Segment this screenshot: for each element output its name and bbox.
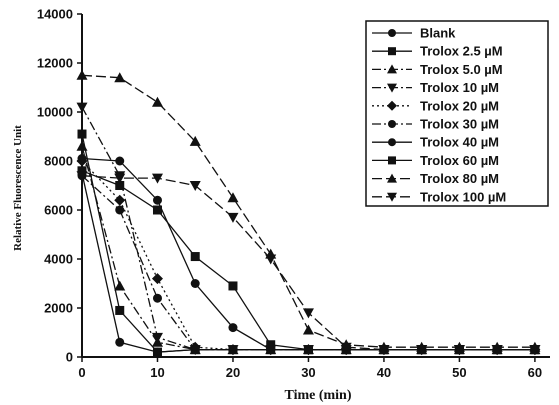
data-point xyxy=(78,130,87,139)
data-point xyxy=(266,340,275,349)
y-tick-label: 2000 xyxy=(44,301,73,316)
data-point xyxy=(227,192,238,202)
x-tick-label: 60 xyxy=(528,365,542,380)
data-point xyxy=(153,196,162,205)
legend-label: Trolox 60 µM xyxy=(420,153,499,168)
data-point xyxy=(303,325,314,335)
data-point xyxy=(152,333,163,343)
data-point xyxy=(77,70,88,80)
data-point xyxy=(304,345,313,354)
data-point xyxy=(115,338,124,347)
legend-label: Trolox 100 µM xyxy=(420,189,506,204)
legend: Blank Trolox 2.5 µM Trolox 5.0 µM Trolox 10… xyxy=(366,21,548,206)
legend-marker xyxy=(388,156,396,164)
data-point xyxy=(114,280,125,290)
data-point xyxy=(153,348,162,357)
data-point xyxy=(191,252,200,261)
y-tick-label: 8000 xyxy=(44,154,73,169)
x-tick-label: 40 xyxy=(377,365,391,380)
y-axis-title: Relative Fluorescence Unit xyxy=(12,125,24,251)
x-tick-label: 20 xyxy=(226,365,240,380)
legend-label: Trolox 20 µM xyxy=(420,98,499,113)
data-point xyxy=(153,294,162,303)
legend-label: Trolox 2.5 µM xyxy=(420,44,503,59)
legend-marker xyxy=(388,47,396,55)
data-point xyxy=(77,103,88,113)
legend-marker xyxy=(388,29,396,37)
y-tick-label: 14000 xyxy=(37,7,73,22)
data-point xyxy=(228,323,237,332)
data-point xyxy=(115,206,124,215)
data-point xyxy=(115,157,124,166)
y-tick-label: 0 xyxy=(66,350,73,365)
data-point xyxy=(114,195,125,206)
legend-label: Trolox 5.0 µM xyxy=(420,62,503,77)
y-tick-label: 4000 xyxy=(44,252,73,267)
data-point xyxy=(228,345,237,354)
data-point xyxy=(152,273,163,284)
x-tick-label: 0 xyxy=(78,365,85,380)
legend-marker xyxy=(388,120,396,128)
y-tick-label: 10000 xyxy=(37,105,73,120)
data-point xyxy=(152,97,163,107)
legend-label: Trolox 10 µM xyxy=(420,80,499,95)
y-tick-label: 12000 xyxy=(37,56,73,71)
data-point xyxy=(77,141,88,151)
data-point xyxy=(115,306,124,315)
y-tick-label: 6000 xyxy=(44,203,73,218)
legend-label: Trolox 40 µM xyxy=(420,135,499,150)
x-tick-label: 50 xyxy=(452,365,466,380)
legend-label: Blank xyxy=(420,26,456,41)
data-point xyxy=(191,345,200,354)
x-tick-label: 10 xyxy=(150,365,164,380)
legend-label: Trolox 30 µM xyxy=(420,117,499,132)
legend-label: Trolox 80 µM xyxy=(420,171,499,186)
data-point xyxy=(228,281,237,290)
x-tick-label: 30 xyxy=(301,365,315,380)
x-axis-title: Time (min) xyxy=(284,388,351,403)
data-point xyxy=(191,279,200,288)
data-point xyxy=(303,308,314,318)
data-point xyxy=(153,206,162,215)
legend-marker xyxy=(388,138,396,146)
